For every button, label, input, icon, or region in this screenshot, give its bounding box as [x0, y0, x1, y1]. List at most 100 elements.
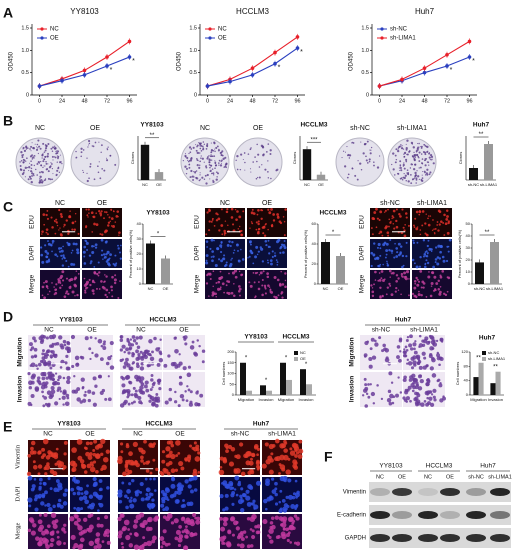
- cell: [292, 526, 296, 531]
- cell: [56, 381, 61, 386]
- cell: [395, 247, 399, 250]
- cell: [446, 276, 449, 279]
- cell: [121, 545, 125, 549]
- cell: [165, 454, 170, 458]
- cell: [397, 358, 402, 363]
- group-label: HCCLM3: [282, 334, 309, 341]
- cell: [210, 238, 214, 242]
- column-label: NC: [133, 431, 143, 438]
- cell: [390, 293, 394, 297]
- legend-marker: [40, 36, 44, 40]
- cell: [122, 526, 127, 531]
- cell: [274, 296, 278, 300]
- colony: [192, 146, 195, 149]
- cell: [195, 391, 199, 395]
- cell: [45, 228, 49, 231]
- colony: [24, 176, 26, 178]
- cell: [27, 372, 31, 376]
- cell: [412, 241, 416, 245]
- cell: [44, 280, 48, 284]
- colony: [189, 151, 192, 154]
- colony: [250, 147, 252, 149]
- cell: [426, 396, 429, 400]
- colony: [200, 150, 203, 152]
- colony: [402, 176, 405, 179]
- cell: [281, 499, 286, 503]
- point: [228, 79, 232, 84]
- cell: [223, 229, 226, 233]
- cell: [280, 523, 284, 527]
- colony: [424, 174, 427, 176]
- cell: [125, 442, 129, 447]
- cell: [83, 262, 87, 265]
- colony: [36, 174, 39, 176]
- cell: [85, 226, 87, 229]
- colony: [19, 161, 21, 163]
- cell: [75, 270, 78, 272]
- colony: [32, 172, 35, 176]
- cell: [263, 498, 268, 504]
- cell: [259, 271, 263, 275]
- cell: [134, 459, 138, 463]
- point: [467, 55, 472, 59]
- column-label: sh-LIMA1: [410, 327, 438, 334]
- cell: [280, 243, 284, 246]
- cell: [79, 400, 83, 404]
- dish: [15, 137, 65, 187]
- cell: [404, 212, 408, 215]
- cell: [151, 539, 156, 544]
- colony: [32, 146, 35, 150]
- cell: [364, 383, 368, 387]
- cell: [144, 349, 149, 354]
- cell: [225, 261, 228, 264]
- cell: [144, 497, 148, 501]
- cell: [399, 215, 402, 218]
- cell: [390, 381, 394, 384]
- cell: [179, 393, 185, 399]
- colony: [106, 157, 108, 159]
- cell: [41, 359, 47, 364]
- colony: [36, 162, 39, 165]
- cell: [162, 529, 167, 534]
- cell: [174, 400, 178, 404]
- cell: [63, 226, 65, 228]
- colony: [264, 168, 267, 171]
- cell: [227, 224, 229, 227]
- cell: [413, 224, 415, 227]
- cell: [60, 359, 65, 365]
- cell: [81, 463, 87, 469]
- cell: [47, 287, 49, 290]
- cell: [96, 543, 102, 549]
- cell: [415, 227, 419, 231]
- cell: [269, 246, 271, 248]
- colony: [395, 148, 398, 151]
- colony: [218, 159, 221, 162]
- cell: [445, 217, 449, 221]
- y-tick-label: 40: [466, 233, 471, 238]
- cell: [211, 293, 215, 297]
- cell: [294, 448, 298, 452]
- y-axis-label: Clones: [130, 152, 135, 164]
- colony: [426, 168, 429, 171]
- cell: [395, 225, 399, 229]
- colony: [209, 155, 212, 158]
- colony: [33, 157, 35, 159]
- cell: [49, 542, 54, 548]
- cell: [418, 213, 421, 216]
- cell: [238, 442, 244, 447]
- cell: [419, 378, 424, 384]
- cell: [92, 476, 97, 482]
- y-axis-label: OD450: [349, 51, 355, 71]
- y-tick-label: 0: [194, 92, 197, 98]
- cell: [216, 247, 220, 251]
- colony: [201, 145, 204, 148]
- cell: [370, 284, 373, 287]
- cell: [56, 530, 60, 534]
- cell: [150, 395, 155, 401]
- cell: [256, 253, 259, 256]
- cell: [93, 281, 96, 284]
- cell: [113, 281, 117, 285]
- cell: [41, 390, 44, 394]
- colony: [395, 158, 398, 161]
- cell: [367, 383, 370, 386]
